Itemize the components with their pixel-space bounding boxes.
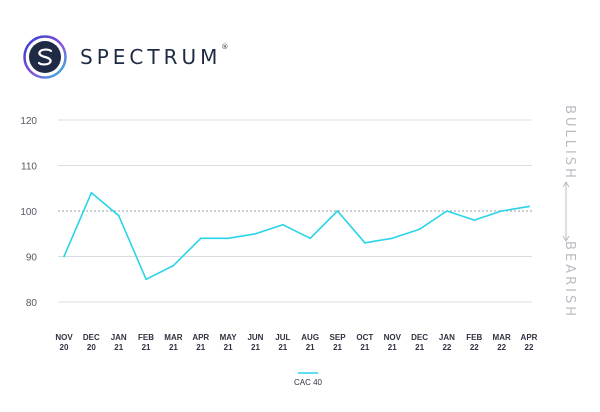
brand-name: SPECTRUM® <box>80 43 229 69</box>
x-tick-label: FEB 21 <box>138 333 154 352</box>
x-tick-label: JAN 22 <box>439 333 455 352</box>
x-tick-label: JAN 21 <box>111 333 127 352</box>
data-point <box>363 241 366 244</box>
y-axis-ticks: 80 90 100 110 120 <box>20 116 37 309</box>
x-tick-label: NOV 20 <box>55 333 73 352</box>
brand-name-text: SPECTRUM <box>80 45 222 69</box>
registered-mark: ® <box>221 43 229 51</box>
data-point <box>117 214 120 217</box>
x-tick-label: DEC 20 <box>83 333 100 352</box>
side-labels: BULLISH BEARISH <box>562 105 577 319</box>
arrow-up-icon <box>562 181 570 188</box>
data-point <box>227 237 230 240</box>
data-point <box>199 237 202 240</box>
x-tick-label: APR 22 <box>521 333 538 352</box>
x-tick-label: JUN 21 <box>247 333 263 352</box>
x-tick-label: DEC 21 <box>411 333 428 352</box>
bullish-label: BULLISH <box>562 105 577 181</box>
data-point <box>281 223 284 226</box>
data-point <box>391 237 394 240</box>
data-point <box>528 205 530 208</box>
data-point <box>309 237 312 240</box>
x-axis-ticks: NOV 20 DEC 20 JAN 21 FEB 21 MAR 21 APR 21 MAY 21 JUN 21… <box>55 333 537 352</box>
x-tick-label: APR 21 <box>192 333 209 352</box>
x-tick-label: NOV 21 <box>384 333 402 352</box>
data-point <box>145 278 147 281</box>
bearish-label: BEARISH <box>562 241 577 319</box>
data-point <box>446 210 448 212</box>
x-tick-label: JUL 21 <box>275 333 290 352</box>
chart-grid <box>58 119 532 303</box>
data-point <box>418 228 421 231</box>
x-tick-label: OCT 21 <box>356 333 373 352</box>
y-tick-label: 90 <box>26 253 38 264</box>
x-tick-label: AUG 21 <box>301 333 319 352</box>
data-point <box>500 210 503 212</box>
spectrum-logo: SPECTRUM® <box>22 34 228 80</box>
data-point <box>90 191 93 194</box>
y-tick-label: 100 <box>20 207 37 218</box>
y-tick-label: 120 <box>20 116 37 127</box>
x-tick-label: MAR 22 <box>493 333 511 352</box>
data-point <box>63 255 65 258</box>
spectrum-logo-icon <box>23 35 67 79</box>
x-tick-label: MAY 21 <box>220 333 238 352</box>
y-tick-label: 110 <box>21 162 37 173</box>
x-tick-label: MAR 21 <box>164 333 182 352</box>
data-point <box>172 264 175 267</box>
data-point <box>336 210 339 212</box>
x-tick-label: FEB 22 <box>466 333 482 352</box>
data-point <box>254 232 257 235</box>
x-tick-label: SEP 21 <box>330 333 347 352</box>
chart-legend: CAC 40 <box>294 372 323 387</box>
series-layer <box>63 191 530 281</box>
data-point <box>473 219 476 222</box>
legend-label: CAC 40 <box>294 378 323 387</box>
y-tick-label: 80 <box>26 298 38 309</box>
series-line-cac-40 <box>63 192 530 281</box>
arrow-down-icon <box>562 235 570 242</box>
